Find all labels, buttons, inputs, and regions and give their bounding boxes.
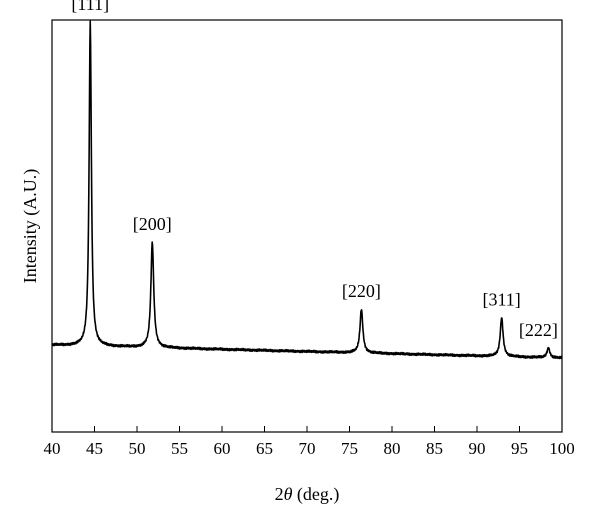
x-tick-label-100: 100: [549, 439, 575, 458]
x-tick-label-60: 60: [214, 439, 231, 458]
y-axis-title: Intensity (A.U.): [20, 169, 41, 283]
x-tick-label-55: 55: [171, 439, 188, 458]
peak-label-200: [200]: [133, 214, 172, 234]
peak-label-220: [220]: [342, 281, 381, 301]
x-tick-label-80: 80: [384, 439, 401, 458]
peak-label-222: [222]: [519, 320, 558, 340]
x-tick-label-50: 50: [129, 439, 146, 458]
peak-label-311: [311]: [482, 290, 520, 310]
x-axis-title: 2θ (deg.): [275, 484, 340, 505]
x-axis-ticks: [51, 426, 563, 432]
xrd-pattern-line: [51, 20, 563, 360]
x-tick-label-40: 40: [44, 439, 61, 458]
peak-labels: [111] [200] [220] [311] [222]: [71, 0, 557, 340]
x-tick-label-85: 85: [426, 439, 443, 458]
peak-label-111: [111]: [71, 0, 109, 14]
x-axis-title-symbol: θ: [284, 484, 293, 504]
x-tick-label-90: 90: [469, 439, 486, 458]
x-tick-label-95: 95: [511, 439, 528, 458]
x-axis-tick-labels: 40 45 50 55 60 65 70 75 80 85 90 95 100: [44, 439, 575, 458]
x-axis-title-suffix: (deg.): [292, 484, 339, 505]
x-tick-label-65: 65: [256, 439, 273, 458]
x-tick-label-45: 45: [86, 439, 103, 458]
x-axis-title-prefix: 2: [275, 484, 284, 504]
x-tick-label-75: 75: [341, 439, 358, 458]
plot-frame: [51, 19, 563, 433]
x-tick-label-70: 70: [299, 439, 316, 458]
